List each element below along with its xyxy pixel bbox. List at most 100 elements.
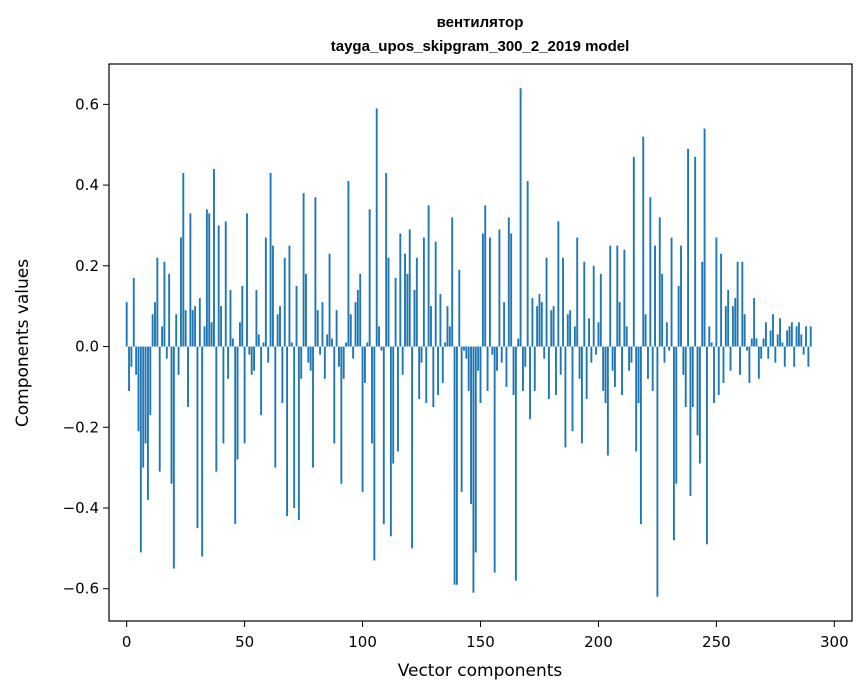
bar: [632, 156, 635, 347]
bar: [720, 253, 723, 347]
bar: [125, 302, 128, 347]
bar: [368, 209, 371, 347]
bar: [764, 322, 767, 347]
bars-group: [125, 88, 812, 597]
bar: [569, 310, 572, 347]
bar: [451, 217, 454, 347]
bar: [783, 346, 786, 367]
bar: [559, 346, 562, 375]
bar: [590, 346, 593, 363]
bar: [731, 306, 734, 347]
bar: [231, 338, 234, 347]
bar: [488, 237, 491, 347]
bar: [757, 346, 760, 379]
bar: [503, 302, 506, 347]
bar: [215, 346, 218, 472]
bar: [149, 346, 152, 416]
bar: [418, 346, 421, 400]
bar: [182, 172, 185, 347]
bar: [260, 346, 263, 416]
bar: [330, 338, 333, 347]
bar: [333, 346, 336, 444]
bar: [746, 346, 748, 351]
bar: [573, 326, 576, 347]
bar: [689, 346, 692, 496]
bar: [505, 346, 508, 387]
bar: [805, 326, 807, 347]
bar: [404, 253, 406, 347]
bar: [481, 233, 484, 347]
bar: [571, 346, 574, 432]
bar: [602, 346, 605, 391]
bar: [621, 346, 623, 395]
bar: [599, 273, 602, 347]
bar: [142, 346, 145, 468]
bar: [727, 290, 730, 347]
bar: [425, 346, 428, 404]
bar: [241, 285, 244, 347]
bar: [314, 197, 317, 347]
bar: [354, 302, 357, 347]
bar: [656, 346, 659, 597]
bar: [316, 310, 319, 347]
bar: [790, 322, 793, 347]
bar: [448, 326, 451, 347]
bar: [161, 326, 164, 347]
bar: [580, 346, 583, 444]
bar: [366, 342, 369, 347]
bar: [701, 261, 704, 347]
bar: [477, 346, 480, 371]
bar: [463, 346, 465, 351]
bar: [170, 346, 173, 484]
bar: [302, 193, 305, 347]
bar: [297, 346, 300, 521]
bar: [486, 346, 489, 391]
bar: [736, 261, 739, 347]
bar: [588, 318, 590, 347]
bar: [691, 346, 694, 408]
bar: [649, 197, 652, 347]
bar: [198, 298, 201, 347]
bar: [585, 346, 588, 400]
bar: [335, 310, 338, 347]
x-tick-label: 200: [584, 633, 613, 651]
bar: [217, 225, 220, 347]
bar: [196, 346, 199, 529]
bar: [717, 346, 720, 395]
bar: [187, 346, 189, 408]
chart-title: вентилятор: [437, 14, 524, 31]
bar: [540, 302, 543, 347]
bar: [753, 298, 756, 347]
bar: [189, 213, 192, 347]
bar: [628, 346, 631, 371]
bar: [524, 346, 527, 367]
bar: [128, 346, 130, 391]
bar: [781, 342, 784, 347]
bar: [319, 346, 322, 355]
bar: [800, 334, 803, 347]
bar: [340, 346, 343, 484]
bar: [493, 346, 496, 573]
bar: [420, 346, 423, 363]
bar: [651, 346, 654, 391]
bar: [557, 221, 560, 347]
bar: [550, 310, 553, 347]
bar: [415, 257, 418, 347]
bar: [158, 346, 161, 472]
bar: [321, 302, 324, 347]
bar: [672, 346, 675, 541]
bar: [144, 346, 147, 444]
bar: [661, 273, 664, 347]
bar: [279, 306, 281, 347]
bar: [670, 237, 673, 347]
bar: [430, 306, 432, 347]
bar: [769, 330, 772, 347]
y-tick-label: 0.2: [75, 257, 99, 275]
bar: [604, 346, 607, 404]
y-tick-label: 0.6: [75, 95, 99, 113]
bar: [630, 346, 633, 363]
bar: [347, 181, 350, 347]
bar: [208, 213, 211, 347]
bar: [555, 346, 557, 395]
bar: [422, 237, 425, 347]
